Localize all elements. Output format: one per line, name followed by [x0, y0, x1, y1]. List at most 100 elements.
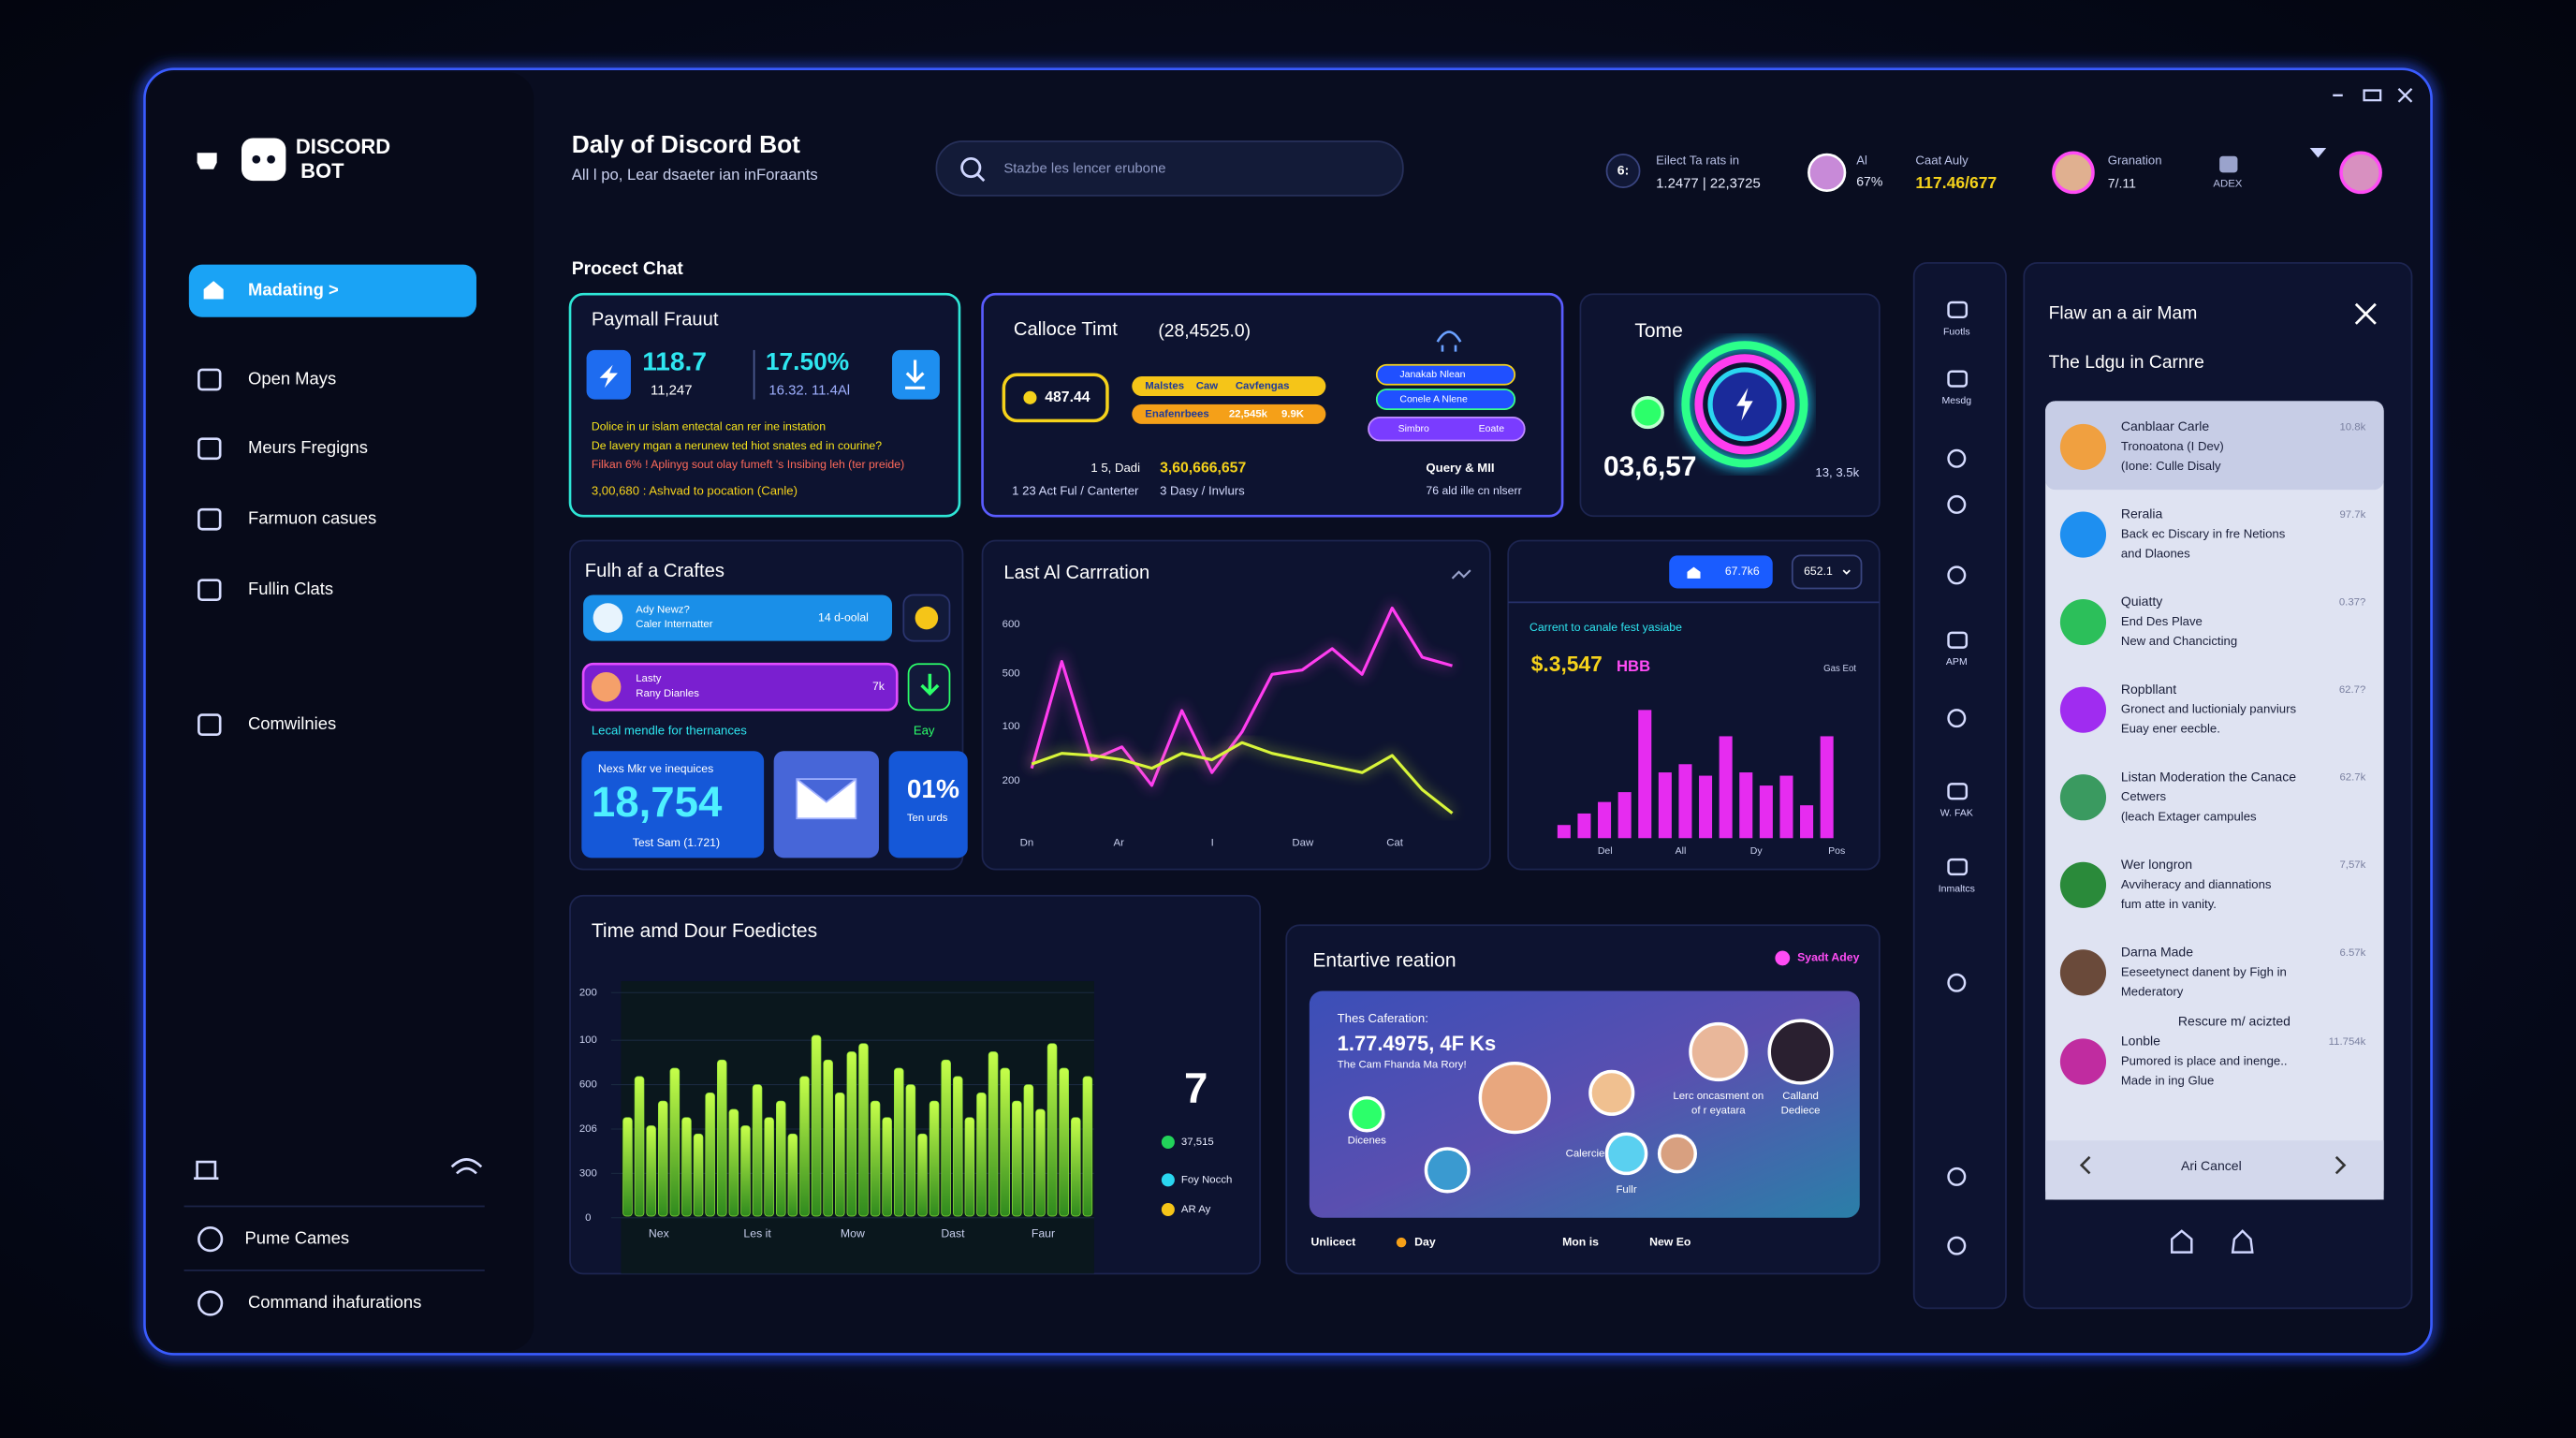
bar	[823, 1059, 833, 1217]
label: fum atte in vanity.	[2121, 897, 2217, 911]
mail-icon	[796, 778, 857, 820]
pager[interactable]	[2079, 1155, 2347, 1175]
panel-subtitle: The Ldgu in Carnre	[2049, 353, 2204, 373]
label: Dolice in ur islam entectal can rer ine …	[592, 420, 826, 433]
section-title: Procect Chat	[572, 259, 684, 279]
label: Made in ing Glue	[2121, 1074, 2214, 1088]
tool-label: Mesdg	[1942, 395, 1972, 406]
item-name: Darna Made	[2121, 944, 2193, 959]
tool-icon[interactable]	[1947, 973, 1967, 992]
tool-icon[interactable]	[1947, 1167, 1967, 1186]
bar	[1023, 1084, 1034, 1217]
bar	[1820, 736, 1834, 839]
avatar	[1767, 1019, 1834, 1085]
bar	[1719, 736, 1733, 839]
avatars	[1348, 1019, 1834, 1194]
x-tick-label: Dn	[1020, 838, 1034, 849]
tool-icon[interactable]	[1947, 631, 1969, 649]
footer-item: Day	[1414, 1235, 1436, 1248]
label: and Dlaones	[2121, 547, 2190, 561]
nav-active[interactable]	[188, 264, 476, 317]
tool-icon[interactable]	[1947, 783, 1969, 800]
label: Euay ener eecble.	[2121, 722, 2220, 736]
label: 11,247	[651, 384, 692, 399]
tool-icon[interactable]	[1947, 448, 1967, 468]
nav-icon	[198, 437, 222, 461]
legend-dot	[1161, 1202, 1175, 1217]
bar	[799, 1076, 810, 1217]
item-name: Wer longron	[2121, 857, 2192, 872]
bar	[870, 1100, 881, 1217]
window-controls[interactable]	[2333, 87, 2413, 103]
ring	[1694, 354, 1795, 455]
bar	[1800, 805, 1814, 839]
x-tick-label: Les it	[743, 1227, 771, 1240]
logo-mark	[197, 153, 217, 169]
bar	[976, 1093, 987, 1217]
bar	[964, 1117, 975, 1217]
row-chip[interactable]	[581, 662, 899, 712]
label: Thes Caferation:	[1338, 1011, 1428, 1025]
close-button[interactable]	[2354, 302, 2377, 325]
big-number: 7	[1184, 1064, 1208, 1112]
label: Tronoatona (I Dev)	[2121, 439, 2224, 453]
tool-icon[interactable]	[1947, 565, 1967, 585]
item-stat: 62.7?	[2339, 684, 2366, 696]
label: Gronect and luctionialy panviurs	[2121, 702, 2297, 716]
avatar	[591, 671, 622, 702]
y-tick-label: 500	[1003, 668, 1020, 680]
x-tick-label: Faur	[1032, 1227, 1055, 1240]
avatar	[1588, 1069, 1635, 1116]
item-stat: 7,57k	[2339, 859, 2365, 871]
bar	[1035, 1108, 1046, 1217]
label: 118.7	[642, 346, 707, 375]
panel-icons[interactable]	[2171, 1229, 2254, 1254]
label: Gas Eot	[1823, 664, 1856, 674]
icon	[1436, 330, 1462, 352]
bar	[882, 1117, 892, 1217]
cancel-button: Ari Cancel	[2181, 1158, 2242, 1173]
icon	[905, 360, 926, 389]
nav-item: Command ihafurations	[248, 1292, 421, 1312]
bar	[894, 1067, 904, 1217]
pill-button[interactable]	[1669, 555, 1773, 589]
row-chip[interactable]	[583, 594, 893, 641]
icon	[1451, 569, 1471, 580]
label: 7k	[872, 680, 886, 693]
tool-icon[interactable]	[1947, 301, 1969, 319]
legend-label: Foy Nocch	[1181, 1174, 1232, 1185]
label: Caler Internatter	[636, 619, 713, 630]
bar	[622, 1117, 633, 1217]
y-tick-label: 0	[585, 1212, 591, 1224]
status-dot	[1631, 396, 1664, 430]
nav-item: Open Mays	[248, 368, 336, 388]
tool-icon[interactable]	[1947, 709, 1967, 728]
nav-icon	[198, 368, 222, 391]
label: Enafenrbees	[1145, 408, 1208, 419]
tool-icon[interactable]	[1947, 1236, 1967, 1255]
avatar[interactable]	[2339, 151, 2382, 195]
search-icon	[976, 173, 986, 183]
avatar	[1348, 1095, 1385, 1133]
tool-icon[interactable]	[1947, 494, 1967, 514]
pill	[1375, 389, 1516, 410]
tool-icon[interactable]	[1947, 858, 1969, 876]
nav-icon	[194, 1160, 219, 1180]
list-item-active[interactable]	[2045, 401, 2384, 491]
list	[2045, 401, 2384, 1200]
item-name: Listan Moderation the Canace	[2121, 769, 2296, 784]
bar	[1658, 772, 1672, 839]
search-box[interactable]	[935, 140, 1404, 197]
label: Simbro	[1398, 423, 1429, 434]
label: Query & MII	[1426, 461, 1494, 475]
dropdown[interactable]	[1791, 554, 1863, 590]
label: Eeseetynect danent by Figh in	[2121, 964, 2287, 978]
dropdown-caret[interactable]	[2309, 147, 2327, 158]
avatar	[1478, 1062, 1551, 1135]
label: 76 ald ille cn nlserr	[1426, 484, 1521, 497]
footer-item: Mon is	[1562, 1235, 1599, 1248]
bar	[1577, 813, 1591, 839]
avatar	[2059, 1038, 2107, 1085]
tool-icon[interactable]	[1947, 370, 1969, 388]
